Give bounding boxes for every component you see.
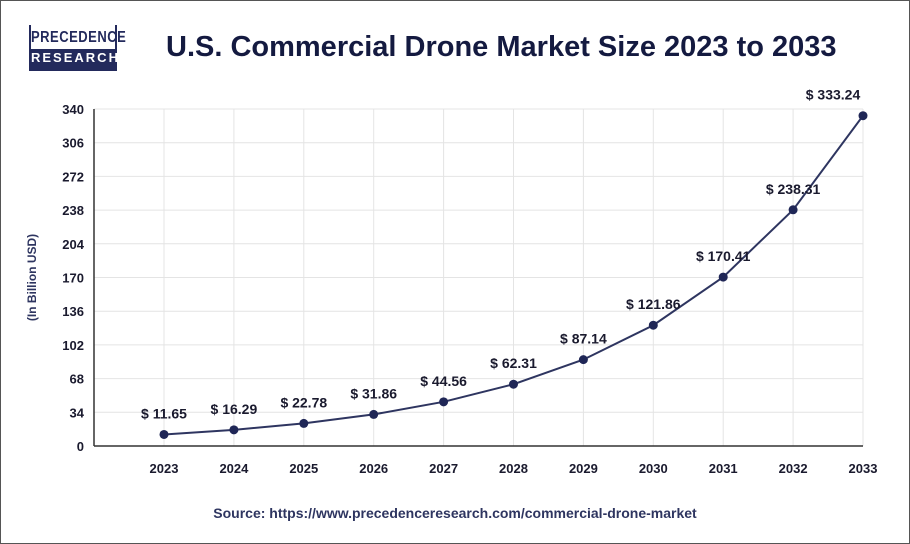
logo-line1: PRECEDENCE: [31, 25, 126, 49]
data-label: $ 11.65: [141, 405, 187, 421]
y-tick-label: 340: [62, 102, 84, 117]
y-tick-label: 0: [77, 439, 84, 454]
data-label: $ 31.86: [350, 385, 397, 401]
data-label: $ 170.41: [696, 248, 751, 264]
y-tick-label: 170: [62, 271, 84, 286]
y-tick-label: 272: [62, 169, 84, 184]
data-point: [369, 409, 379, 419]
y-axis-label: (In Billion USD): [25, 234, 39, 321]
data-label: $ 238.31: [766, 181, 821, 197]
data-point: [509, 379, 518, 389]
x-tick-label: 2025: [289, 461, 318, 476]
x-tick-label: 2032: [779, 461, 808, 476]
x-tick-label: 2031: [709, 461, 738, 476]
data-label: $ 16.29: [211, 401, 258, 417]
x-tick-label: 2026: [359, 461, 388, 476]
x-tick-label: 2029: [569, 461, 598, 476]
y-tick-label: 306: [62, 136, 84, 151]
data-label: $ 44.56: [420, 373, 467, 389]
x-tick-label: 2028: [499, 461, 528, 476]
x-tick-label: 2024: [219, 461, 249, 476]
data-point: [718, 272, 728, 282]
data-point: [788, 205, 798, 215]
chart-title: U.S. Commercial Drone Market Size 2023 t…: [166, 31, 837, 63]
data-point: [229, 425, 239, 435]
source-text: Source: https://www.precedenceresearch.c…: [213, 505, 697, 521]
y-tick-label: 204: [62, 237, 84, 252]
logo-line2: RESEARCH: [31, 47, 118, 69]
data-label: $ 333.24: [806, 87, 861, 103]
x-tick-label: 2033: [849, 461, 878, 476]
data-label: $ 87.14: [560, 331, 607, 347]
y-tick-label: 136: [62, 304, 84, 319]
data-point: [159, 429, 169, 439]
x-tick-label: 2027: [429, 461, 458, 476]
y-tick-label: 238: [62, 203, 84, 218]
data-label: $ 62.31: [490, 355, 537, 371]
x-tick-label: 2030: [639, 461, 668, 476]
data-point: [439, 397, 449, 407]
data-point: [858, 111, 868, 121]
data-label: $ 121.86: [626, 296, 681, 312]
x-tick-label: 2023: [150, 461, 179, 476]
y-tick-label: 102: [62, 338, 84, 353]
precedence-research-logo: PRECEDENCE RESEARCH: [29, 25, 126, 71]
data-point: [578, 355, 588, 365]
y-tick-label: 68: [70, 372, 84, 387]
y-tick-label: 34: [70, 405, 85, 420]
data-label: $ 22.78: [280, 394, 327, 410]
data-point: [299, 418, 309, 428]
data-point: [648, 320, 658, 330]
